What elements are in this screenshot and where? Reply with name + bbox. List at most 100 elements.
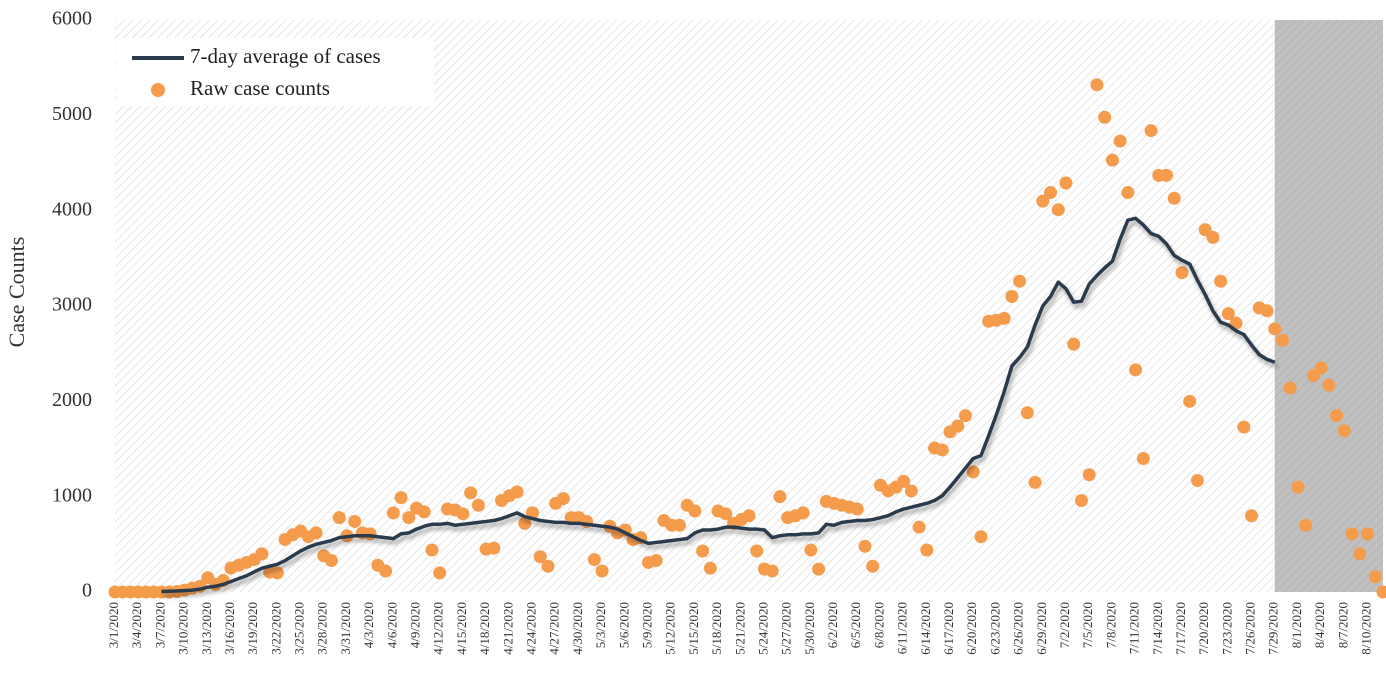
x-tick-label: 5/15/2020 xyxy=(686,602,701,655)
raw-point xyxy=(1353,547,1367,561)
x-tick-label: 7/14/2020 xyxy=(1150,602,1165,655)
raw-point xyxy=(1237,420,1251,434)
x-tick-label: 5/21/2020 xyxy=(732,602,747,655)
raw-point xyxy=(1376,585,1386,599)
raw-point xyxy=(688,504,702,518)
x-tick-label: 8/10/2020 xyxy=(1359,602,1374,655)
x-tick-label: 6/14/2020 xyxy=(918,602,933,655)
x-tick-label: 5/6/2020 xyxy=(616,602,631,648)
x-tick-label: 6/29/2020 xyxy=(1034,602,1049,655)
raw-point xyxy=(920,543,934,557)
x-tick-label: 3/13/2020 xyxy=(199,602,214,655)
x-tick-label: 5/18/2020 xyxy=(709,602,724,655)
raw-point xyxy=(1260,304,1274,318)
x-tick-label: 4/27/2020 xyxy=(547,602,562,655)
x-tick-label: 6/17/2020 xyxy=(941,602,956,655)
raw-point xyxy=(255,547,269,561)
raw-point xyxy=(1020,406,1034,420)
x-tick-label: 3/16/2020 xyxy=(222,602,237,655)
x-tick-label: 6/5/2020 xyxy=(848,602,863,648)
y-tick-label: 6000 xyxy=(52,8,92,30)
y-tick-label: 2000 xyxy=(52,389,92,411)
raw-point xyxy=(750,544,764,558)
x-tick-label: 5/27/2020 xyxy=(779,602,794,655)
raw-point xyxy=(1028,475,1042,489)
raw-point xyxy=(812,562,826,576)
raw-point xyxy=(1345,527,1359,541)
raw-point xyxy=(309,526,323,540)
x-tick-label: 6/2/2020 xyxy=(825,602,840,648)
raw-point xyxy=(897,474,911,488)
x-tick-label: 7/29/2020 xyxy=(1266,602,1281,655)
x-tick-label: 8/1/2020 xyxy=(1289,602,1304,648)
raw-point xyxy=(850,502,864,516)
raw-point xyxy=(1036,194,1050,208)
raw-point xyxy=(796,506,810,520)
raw-point xyxy=(1129,363,1143,377)
raw-point xyxy=(1067,337,1081,351)
raw-point xyxy=(1183,394,1197,408)
x-tick-label: 4/18/2020 xyxy=(477,602,492,655)
x-tick-label: 7/8/2020 xyxy=(1103,602,1118,648)
raw-point xyxy=(696,544,710,558)
raw-point xyxy=(1160,168,1174,182)
raw-point xyxy=(425,543,439,557)
raw-point xyxy=(487,541,501,555)
x-tick-label: 7/5/2020 xyxy=(1080,602,1095,648)
raw-point xyxy=(1299,518,1313,532)
x-tick-label: 7/20/2020 xyxy=(1196,602,1211,655)
y-tick-label: 3000 xyxy=(52,294,92,316)
raw-point xyxy=(556,492,570,506)
raw-point xyxy=(703,561,717,575)
raw-point xyxy=(1314,361,1328,375)
raw-point xyxy=(348,514,362,528)
raw-point xyxy=(1074,493,1088,507)
x-tick-label: 6/26/2020 xyxy=(1011,602,1026,655)
raw-point xyxy=(270,566,284,580)
y-tick-label: 0 xyxy=(82,580,92,602)
raw-point xyxy=(804,543,818,557)
raw-point xyxy=(1051,203,1065,217)
y-axis-label: Case Counts xyxy=(4,237,29,348)
raw-point xyxy=(402,511,416,525)
raw-point xyxy=(1337,424,1351,438)
raw-point xyxy=(456,507,470,521)
raw-point xyxy=(765,564,779,578)
x-tick-label: 3/19/2020 xyxy=(245,602,260,655)
raw-point xyxy=(1283,381,1297,395)
raw-point xyxy=(510,485,524,499)
raw-point xyxy=(386,506,400,520)
average-line xyxy=(161,216,1276,594)
x-tick-label: 8/7/2020 xyxy=(1335,602,1350,648)
x-tick-label: 4/12/2020 xyxy=(431,602,446,655)
x-tick-label: 6/23/2020 xyxy=(987,602,1002,655)
x-tick-label: 3/31/2020 xyxy=(338,602,353,655)
raw-point xyxy=(1275,333,1289,347)
raw-point xyxy=(935,443,949,457)
x-tick-label: 6/20/2020 xyxy=(964,602,979,655)
legend-dot xyxy=(151,83,165,97)
x-tick-label: 3/10/2020 xyxy=(176,602,191,655)
raw-point xyxy=(394,491,408,505)
raw-point xyxy=(1044,186,1058,200)
raw-point xyxy=(587,553,601,567)
raw-point xyxy=(672,518,686,532)
raw-point xyxy=(417,505,431,519)
raw-point xyxy=(433,566,447,580)
x-tick-label: 7/17/2020 xyxy=(1173,602,1188,655)
raw-point xyxy=(858,539,872,553)
raw-point xyxy=(1136,452,1150,466)
raw-point xyxy=(1090,78,1104,92)
raw-point xyxy=(912,520,926,534)
raw-point xyxy=(966,465,980,479)
x-tick-label: 5/9/2020 xyxy=(639,602,654,648)
raw-point xyxy=(324,554,338,568)
x-tick-label: 3/4/2020 xyxy=(129,602,144,648)
raw-point xyxy=(471,498,485,512)
y-tick-label: 4000 xyxy=(52,198,92,220)
x-tick-label: 4/21/2020 xyxy=(500,602,515,655)
x-tick-label: 6/11/2020 xyxy=(895,602,910,654)
legend-label: 7-day average of cases xyxy=(190,44,381,68)
legend: 7-day average of cases Raw case counts xyxy=(116,38,434,106)
